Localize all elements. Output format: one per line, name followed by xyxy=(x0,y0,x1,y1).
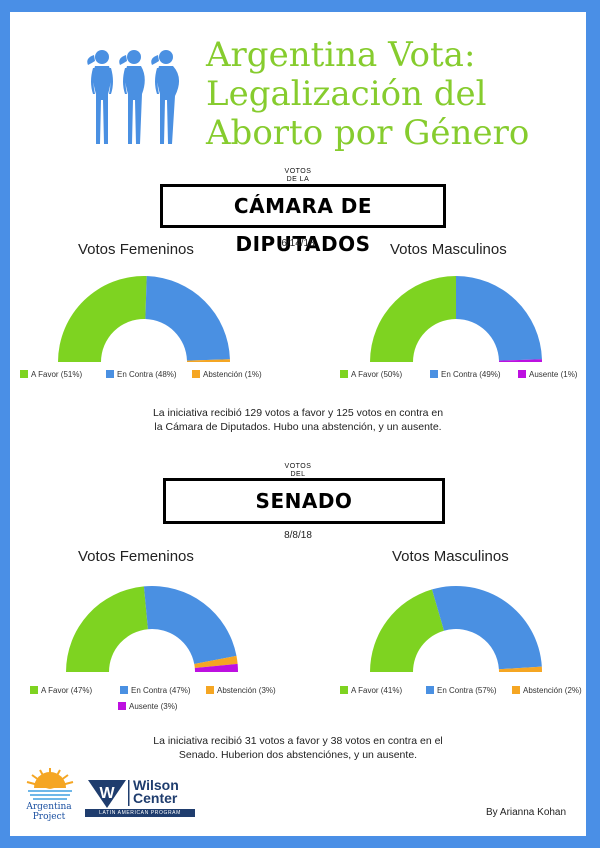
legend-item: Ausente (3%) xyxy=(118,702,177,711)
legend-label: En Contra (57%) xyxy=(437,686,497,695)
legend-item: En Contra (57%) xyxy=(426,686,497,695)
legend-swatch xyxy=(512,686,520,694)
logo-line: Wilson xyxy=(133,777,179,793)
section-date: 6/14/18 xyxy=(281,238,315,249)
legend-label: A Favor (41%) xyxy=(351,686,403,695)
legend-label: A Favor (51%) xyxy=(31,370,83,379)
wilson-mark-letter: W xyxy=(99,785,115,802)
chart-title: Votos Femeninos xyxy=(78,548,194,565)
donut-chart-female-senado xyxy=(66,586,238,672)
legend-swatch xyxy=(120,686,128,694)
legend-swatch xyxy=(106,370,114,378)
legend-swatch xyxy=(206,686,214,694)
legend-swatch xyxy=(518,370,526,378)
donut-segment-abstención xyxy=(186,359,230,362)
logo-line: Center xyxy=(133,790,178,806)
donut-segment-abstención xyxy=(194,655,238,668)
legend-swatch xyxy=(430,370,438,378)
donut-chart-male-senado xyxy=(370,586,542,672)
legend-swatch xyxy=(192,370,200,378)
legend-swatch xyxy=(20,370,28,378)
wilson-center-logo-mark: W xyxy=(88,780,130,808)
legend-label: En Contra (49%) xyxy=(441,370,501,379)
section-heading: SENADO xyxy=(163,478,445,524)
donut-chart-male-diputados xyxy=(370,276,542,362)
legend-item: A Favor (50%) xyxy=(340,370,402,379)
section-heading: CÁMARA DE DIPUTADOS xyxy=(160,184,446,256)
legend-item: En Contra (49%) xyxy=(430,370,501,379)
section-summary: La iniciativa recibió 31 votos a favor y… xyxy=(70,734,526,762)
donut-segment-en-contra xyxy=(456,276,542,361)
legend-swatch xyxy=(118,702,126,710)
donut-segment-ausente xyxy=(194,663,238,672)
legend-swatch xyxy=(340,370,348,378)
title-line: Argentina Vota: xyxy=(206,35,476,75)
section-date: 8/8/18 xyxy=(284,530,312,541)
section-kicker: VOTOS DE LA xyxy=(268,168,328,183)
donut-segment-en-contra xyxy=(143,586,237,664)
summary-line: la Cámara de Diputados. Hubo una abstenc… xyxy=(154,421,442,433)
logo-line: Argentina xyxy=(26,802,72,812)
legend-item: Abstención (3%) xyxy=(206,686,276,695)
summary-line: La iniciativa recibió 129 votos a favor … xyxy=(152,407,444,419)
section-kicker: VOTOS DEL xyxy=(268,463,328,478)
legend-label: Ausente (3%) xyxy=(129,702,178,711)
legend-item: A Favor (51%) xyxy=(20,370,82,379)
wilson-center-logo-text: Wilson Center xyxy=(133,777,179,806)
donut-chart-female-diputados xyxy=(58,276,230,362)
donut-segment-en-contra xyxy=(432,586,542,670)
kicker-line: DE LA xyxy=(286,175,310,183)
legend-label: Abstención (2%) xyxy=(523,686,582,695)
legend-item: Abstención (2%) xyxy=(512,686,582,695)
legend-swatch xyxy=(30,686,38,694)
logo-line: Project xyxy=(32,812,66,822)
chart-title: Votos Femeninos xyxy=(78,241,194,258)
argentina-project-sun-logo xyxy=(26,768,74,800)
three-women-icon xyxy=(87,50,180,144)
kicker-line: VOTOS xyxy=(284,463,312,470)
argentina-project-logo-text: Argentina Project xyxy=(16,802,82,822)
legend-item: En Contra (47%) xyxy=(120,686,191,695)
chart-title: Votos Masculinos xyxy=(392,548,509,565)
legend-item: Abstención (1%) xyxy=(192,370,262,379)
summary-line: La iniciativa recibió 31 votos a favor y… xyxy=(153,735,443,747)
donut-segment-abstención xyxy=(498,666,542,672)
legend-label: Ausente (1%) xyxy=(529,370,578,379)
donut-segment-en-contra xyxy=(145,276,230,361)
legend-label: Abstención (1%) xyxy=(203,370,262,379)
section-summary: La iniciativa recibió 129 votos a favor … xyxy=(70,406,526,434)
kicker-line: DEL xyxy=(290,470,306,478)
legend-swatch xyxy=(426,686,434,694)
donut-segment-ausente xyxy=(498,359,542,362)
legend-swatch xyxy=(340,686,348,694)
legend-item: En Contra (48%) xyxy=(106,370,177,379)
legend-item: A Favor (41%) xyxy=(340,686,402,695)
legend-label: En Contra (47%) xyxy=(131,686,191,695)
title-line: Aborto por Género xyxy=(206,113,530,153)
legend-label: En Contra (48%) xyxy=(117,370,177,379)
summary-line: Senado. Huberion dos abstenciónes, y un … xyxy=(178,749,418,761)
author-credit: By Arianna Kohan xyxy=(486,807,567,818)
donut-segment-a-favor xyxy=(370,276,456,362)
title-line: Legalización del xyxy=(206,74,487,114)
wilson-center-subtitle: LATIN AMERICAN PROGRAM xyxy=(85,809,195,817)
donut-segment-a-favor xyxy=(66,586,148,672)
legend-label: Abstención (3%) xyxy=(217,686,276,695)
legend-item: Ausente (1%) xyxy=(518,370,577,379)
page-title: Argentina Vota: Legalización del Aborto … xyxy=(206,36,576,153)
kicker-line: VOTOS xyxy=(284,168,312,175)
donut-segment-a-favor xyxy=(58,276,147,362)
infographic-page: Argentina Vota: Legalización del Aborto … xyxy=(10,12,586,836)
chart-title: Votos Masculinos xyxy=(390,241,507,258)
legend-item: A Favor (47%) xyxy=(30,686,92,695)
legend-label: A Favor (47%) xyxy=(41,686,93,695)
donut-segment-a-favor xyxy=(370,589,445,672)
legend-label: A Favor (50%) xyxy=(351,370,403,379)
